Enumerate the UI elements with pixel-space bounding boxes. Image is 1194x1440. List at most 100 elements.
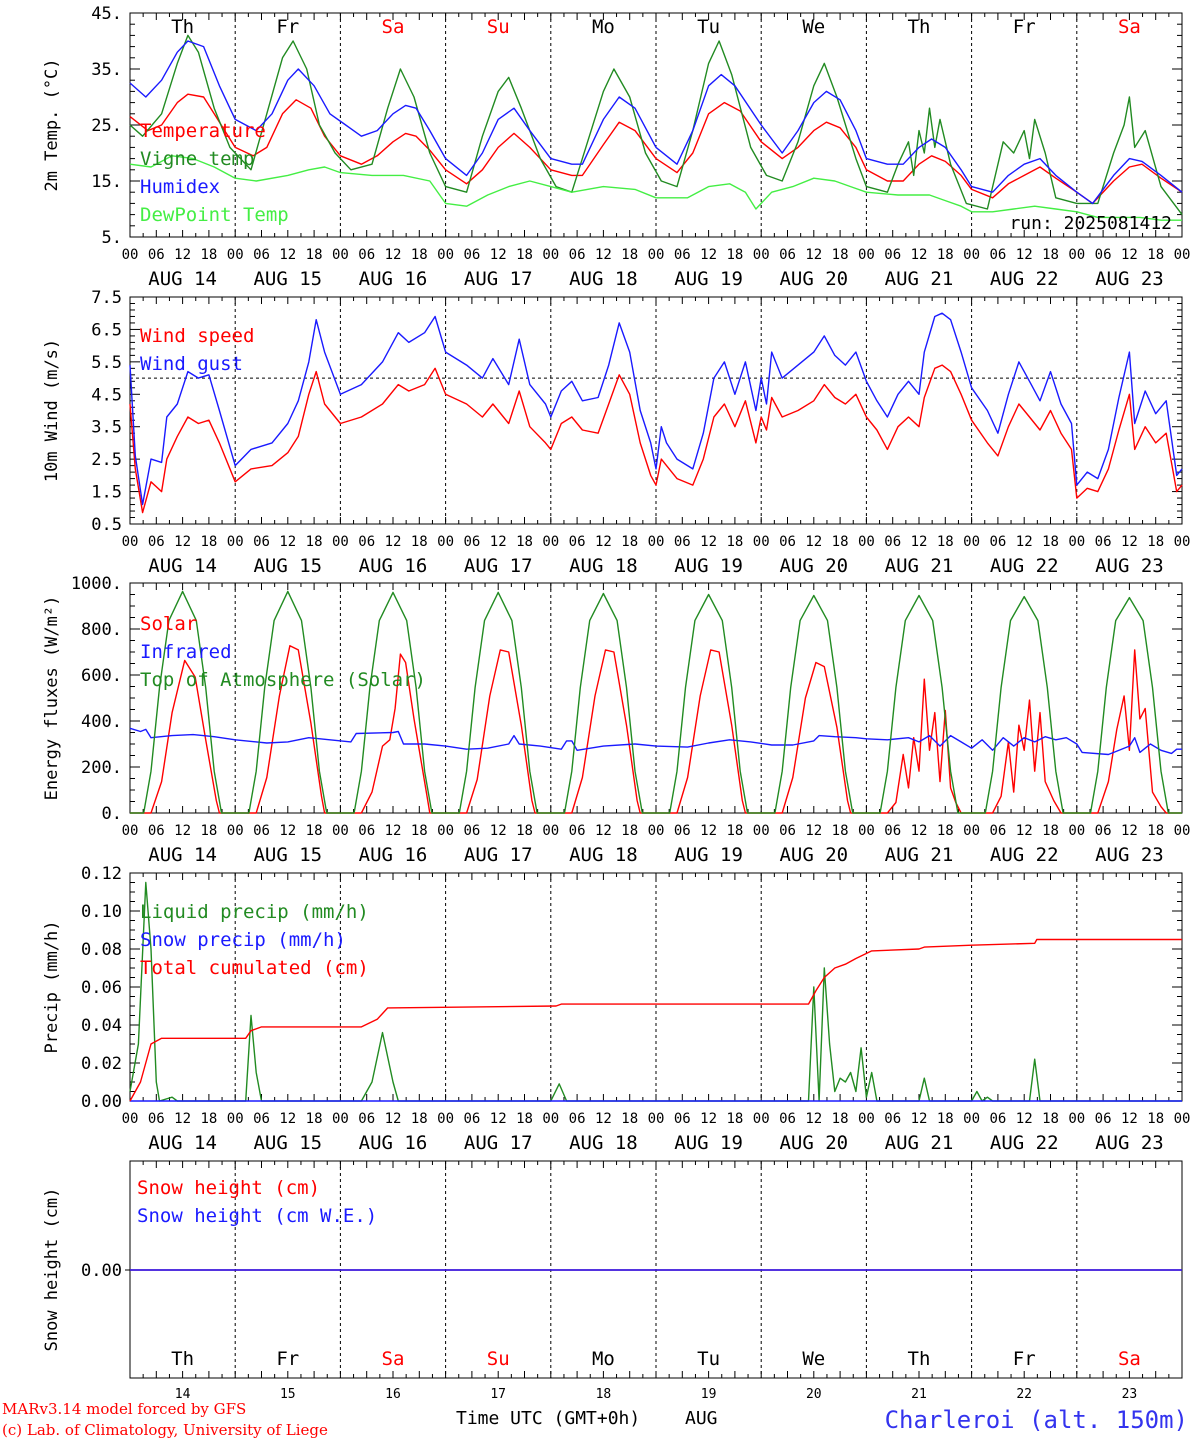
hour-label: 00 <box>437 534 454 550</box>
hour-label: 18 <box>726 534 743 550</box>
hour-label: 18 <box>306 534 323 550</box>
hour-label: 00 <box>542 247 559 263</box>
date-label: AUG 17 <box>464 1132 533 1154</box>
hour-label: 12 <box>805 247 822 263</box>
legend-entry: DewPoint Temp <box>140 204 289 226</box>
weekday-label: Su <box>487 1348 510 1370</box>
y-tick-label: 0.5 <box>91 515 122 535</box>
hour-label: 18 <box>411 823 428 839</box>
hour-label: 00 <box>227 534 244 550</box>
hour-label: 00 <box>648 823 665 839</box>
weekday-label: We <box>802 16 825 38</box>
day-number-label: 20 <box>806 1387 822 1402</box>
date-label: AUG 19 <box>674 268 743 290</box>
hour-label: 06 <box>884 534 901 550</box>
hour-label: 06 <box>253 1111 270 1127</box>
weekday-label: Fr <box>1013 1348 1036 1370</box>
hour-label: 06 <box>569 823 586 839</box>
legend-entry: Top of Atmosphere (Solar) <box>140 669 426 691</box>
hour-label: 06 <box>674 823 691 839</box>
hour-label: 06 <box>884 247 901 263</box>
date-label: AUG 19 <box>674 844 743 866</box>
date-label: AUG 23 <box>1095 844 1164 866</box>
hour-label: 06 <box>674 247 691 263</box>
day-number-label: 19 <box>701 1387 717 1402</box>
hour-label: 18 <box>832 1111 849 1127</box>
hour-label: 06 <box>148 247 165 263</box>
weekday-label: Sa <box>382 1348 405 1370</box>
y-tick-label: 800. <box>81 620 122 640</box>
hour-label: 18 <box>1147 247 1164 263</box>
credit-lab: (c) Lab. of Climatology, University of L… <box>2 1421 328 1439</box>
hour-label: 06 <box>989 823 1006 839</box>
hour-label: 18 <box>306 823 323 839</box>
date-label: AUG 20 <box>779 844 848 866</box>
hour-label: 06 <box>1095 534 1112 550</box>
date-label: AUG 21 <box>885 1132 954 1154</box>
date-label: AUG 16 <box>359 1132 428 1154</box>
hour-label: 00 <box>1068 823 1085 839</box>
weekday-label: Mo <box>592 16 615 38</box>
y-tick-label: 0. <box>102 804 122 824</box>
hour-label: 00 <box>227 823 244 839</box>
hour-label: 12 <box>1121 247 1138 263</box>
series-line-2 <box>130 590 1182 814</box>
legend-entry: Wind gust <box>140 353 243 375</box>
y-tick-label: 0.00 <box>81 1261 122 1281</box>
date-label: AUG 22 <box>990 844 1059 866</box>
y-tick-label: 6.5 <box>91 320 122 340</box>
y-tick-label: 5. <box>102 228 122 248</box>
run-annotation: run: 2025081412 <box>1009 213 1172 234</box>
hour-label: 12 <box>174 247 191 263</box>
y-tick-label: 0.02 <box>81 1054 122 1074</box>
hour-label: 00 <box>122 1111 139 1127</box>
y-tick-label: 3.5 <box>91 418 122 438</box>
hour-label: 12 <box>1121 1111 1138 1127</box>
legend-entry: Snow height (cm) <box>137 1177 320 1199</box>
hour-label: 06 <box>358 247 375 263</box>
date-label: AUG 14 <box>148 268 217 290</box>
hour-label: 18 <box>937 1111 954 1127</box>
hour-label: 12 <box>805 534 822 550</box>
hour-label: 06 <box>989 534 1006 550</box>
y-tick-label: 25. <box>91 116 122 136</box>
hour-label: 00 <box>1174 823 1191 839</box>
hour-label: 12 <box>1016 1111 1033 1127</box>
hour-label: 12 <box>490 823 507 839</box>
hour-label: 00 <box>858 1111 875 1127</box>
date-label: AUG 14 <box>148 844 217 866</box>
weekday-label: Sa <box>1118 1348 1141 1370</box>
hour-label: 00 <box>648 534 665 550</box>
hour-label: 00 <box>542 1111 559 1127</box>
hour-label: 18 <box>1042 534 1059 550</box>
y-tick-label: 2.5 <box>91 450 122 470</box>
date-label: AUG 16 <box>359 555 428 577</box>
hour-label: 00 <box>542 823 559 839</box>
panel-5: 0.00 Snow height (cm) Snow height (cm) Snow… <box>42 1160 1183 1402</box>
y-tick-label: 0.00 <box>81 1092 122 1112</box>
date-label: AUG 16 <box>359 268 428 290</box>
hour-label: 06 <box>148 534 165 550</box>
hour-label: 06 <box>358 534 375 550</box>
series-line-0 <box>129 364 1183 514</box>
hour-label: 00 <box>858 247 875 263</box>
date-label: AUG 15 <box>253 1132 322 1154</box>
hour-label: 12 <box>1016 247 1033 263</box>
date-label: AUG 19 <box>674 1132 743 1154</box>
hour-label: 00 <box>122 534 139 550</box>
hour-label: 00 <box>753 823 770 839</box>
legend-entry: Solar <box>140 613 197 635</box>
hour-label: 06 <box>569 1111 586 1127</box>
series-line-0 <box>130 645 1182 814</box>
date-label: AUG 23 <box>1095 268 1164 290</box>
hour-label: 18 <box>200 1111 217 1127</box>
hour-label: 06 <box>779 247 796 263</box>
hour-label: 00 <box>753 1111 770 1127</box>
y-tick-label: 45. <box>91 4 122 24</box>
y-tick-label: 400. <box>81 712 122 732</box>
legend-entry: Snow precip (mm/h) <box>140 929 346 951</box>
series-line-1 <box>129 312 1183 506</box>
hour-label: 18 <box>516 1111 533 1127</box>
legend-entry: Wind speed <box>140 325 254 347</box>
hour-label: 00 <box>227 1111 244 1127</box>
